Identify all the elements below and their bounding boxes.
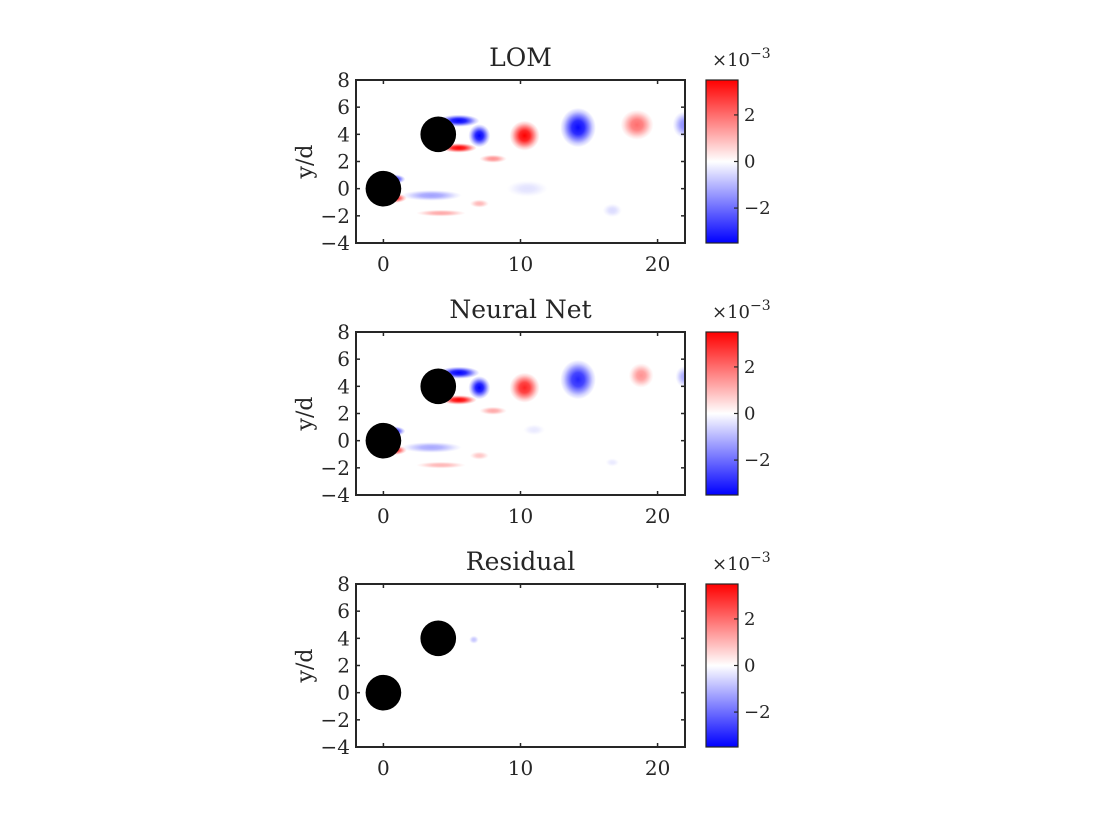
- y-tick-label: −4: [321, 231, 350, 255]
- y-tick-label: −4: [321, 483, 350, 507]
- cylinder-1: [420, 620, 457, 657]
- colorbar-gradient: [706, 332, 738, 495]
- colorbar-exponent-label: ×10−3: [712, 46, 771, 71]
- negative-vortex-6: [675, 365, 685, 388]
- x-tick-label: 20: [645, 756, 670, 780]
- y-tick-label: 6: [337, 599, 350, 623]
- colorbar-exponent-label: ×10−3: [712, 550, 771, 575]
- cylinder-0: [365, 170, 402, 207]
- plot-area: [356, 332, 685, 495]
- colorbar-tick-label: 0: [744, 656, 755, 677]
- y-axis-label: y/d: [293, 145, 318, 180]
- y-tick-label: 2: [337, 150, 350, 174]
- negative-vortex-14: [602, 203, 622, 218]
- panel-title: Residual: [466, 547, 575, 576]
- colorbar-tick-label: 0: [744, 404, 755, 425]
- plot-area: [356, 584, 685, 747]
- colorbar-tick-label: −2: [744, 198, 771, 219]
- y-tick-label: 0: [337, 681, 350, 705]
- cylinder-1: [420, 368, 457, 405]
- colorbar-tick-label: −2: [744, 702, 771, 723]
- x-tick-label: 0: [377, 252, 390, 276]
- x-tick-label: 10: [508, 252, 533, 276]
- y-tick-label: 2: [337, 402, 350, 426]
- y-tick-label: −2: [321, 456, 350, 480]
- y-tick-label: 0: [337, 177, 350, 201]
- y-tick-label: 4: [337, 122, 350, 146]
- negative-vortex-1: [468, 376, 491, 400]
- colorbar: 2 0 −2 ×10−3: [705, 298, 771, 496]
- y-tick-label: 6: [337, 347, 350, 371]
- colorbar-tick-label: 0: [744, 152, 755, 173]
- y-axis-label: y/d: [293, 649, 318, 684]
- negative-vortex-4: [560, 359, 596, 400]
- y-tick-label: 4: [337, 626, 350, 650]
- y-tick-label: 8: [337, 320, 350, 344]
- positive-vortex-11: [416, 461, 466, 469]
- colorbar: 2 0 −2 ×10−3: [705, 46, 771, 244]
- vorticity-field: [469, 635, 479, 644]
- vorticity-field: [382, 359, 685, 469]
- y-tick-label: 8: [337, 572, 350, 596]
- positive-vortex-12: [469, 451, 489, 460]
- colorbar-tick-label: −2: [744, 450, 771, 471]
- positive-vortex-11: [416, 209, 466, 217]
- x-tick-label: 0: [377, 756, 390, 780]
- negative-vortex-13: [506, 180, 548, 197]
- cylinder-1: [420, 116, 457, 153]
- positive-vortex-5: [628, 363, 654, 388]
- negative-vortex-10: [401, 442, 462, 453]
- negative-vortex-6: [672, 111, 685, 139]
- cylinder-0: [365, 422, 402, 459]
- negative-vortex-0: [469, 635, 479, 644]
- negative-vortex-4: [560, 107, 596, 148]
- positive-vortex-5: [620, 109, 654, 140]
- y-tick-label: 0: [337, 429, 350, 453]
- y-tick-label: 2: [337, 654, 350, 678]
- colorbar-tick-label: 2: [744, 609, 755, 630]
- plot-area: [356, 80, 685, 243]
- panel-title: LOM: [489, 43, 552, 72]
- x-tick-label: 10: [508, 756, 533, 780]
- colorbar-exponent-label: ×10−3: [712, 298, 771, 323]
- y-tick-label: 6: [337, 95, 350, 119]
- y-tick-label: −2: [321, 204, 350, 228]
- x-tick-label: 10: [508, 504, 533, 528]
- negative-vortex-10: [401, 190, 462, 201]
- colorbar-tick-label: 2: [744, 357, 755, 378]
- positive-vortex-12: [469, 199, 489, 208]
- panel-title: Neural Net: [449, 295, 591, 324]
- colorbar-tick-label: 2: [744, 105, 755, 126]
- y-tick-label: 8: [337, 68, 350, 92]
- positive-vortex-7: [479, 154, 507, 163]
- positive-vortex-7: [479, 406, 507, 415]
- x-tick-label: 0: [377, 504, 390, 528]
- colorbar-gradient: [706, 584, 738, 747]
- x-tick-label: 20: [645, 252, 670, 276]
- y-tick-label: −4: [321, 735, 350, 759]
- y-tick-label: 4: [337, 374, 350, 398]
- x-tick-label: 20: [645, 504, 670, 528]
- y-axis-label: y/d: [293, 397, 318, 432]
- colorbar-gradient: [706, 80, 738, 243]
- positive-vortex-3: [509, 372, 540, 403]
- y-tick-label: −2: [321, 708, 350, 732]
- colorbar: 2 0 −2 ×10−3: [705, 550, 771, 748]
- positive-vortex-3: [509, 120, 540, 151]
- negative-vortex-13: [523, 424, 546, 436]
- negative-vortex-1: [468, 124, 491, 148]
- cylinder-0: [365, 674, 402, 711]
- negative-vortex-14: [605, 458, 620, 467]
